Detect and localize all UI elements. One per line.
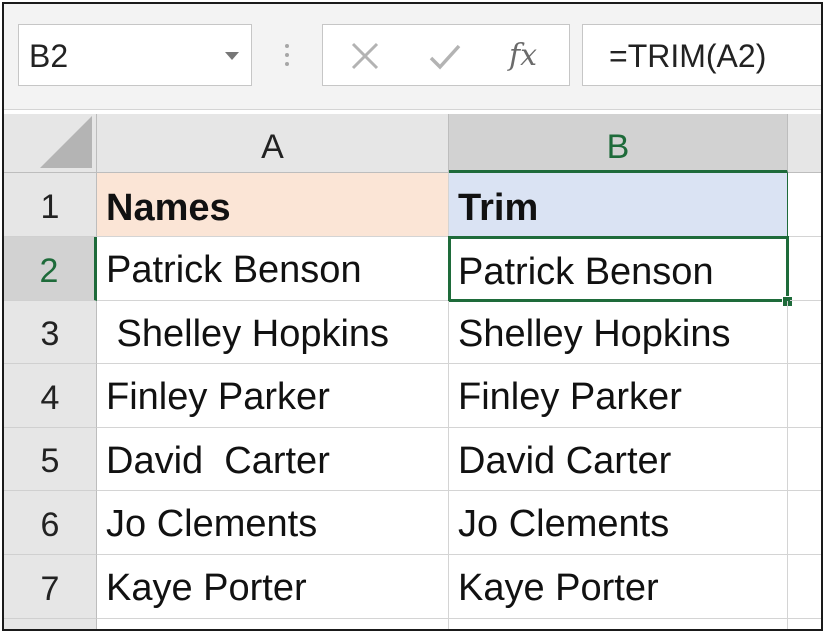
chevron-down-icon[interactable] — [225, 52, 239, 60]
name-box-value: B2 — [29, 38, 69, 74]
cell-c3[interactable] — [788, 301, 821, 364]
row-header-3[interactable]: 3 — [4, 301, 97, 364]
column-header-b[interactable]: B — [449, 114, 788, 173]
formula-bar-area: B2 fx =TRIM(A2) — [4, 4, 821, 110]
cancel-icon[interactable] — [343, 34, 387, 78]
drag-handle-icon[interactable] — [285, 44, 289, 70]
cell-b6[interactable]: Jo Clements — [449, 491, 788, 555]
cell-b3[interactable]: Shelley Hopkins — [449, 301, 788, 364]
cell-c5[interactable] — [788, 428, 821, 491]
cell-c2[interactable] — [790, 237, 821, 301]
cell-a3[interactable]: Shelley Hopkins — [97, 301, 449, 364]
row-header-5[interactable]: 5 — [4, 428, 97, 491]
row-header-6[interactable]: 6 — [4, 491, 97, 555]
row-header-7[interactable]: 7 — [4, 555, 97, 619]
row-header-2[interactable]: 2 — [4, 237, 97, 301]
insert-function-icon[interactable]: fx — [509, 38, 538, 73]
cell-a2[interactable]: Patrick Benson — [97, 237, 449, 301]
cell-c6[interactable] — [788, 491, 821, 555]
cell-c7[interactable] — [788, 555, 821, 619]
worksheet-grid: A B 1 Names Trim 2 Patrick Benson Patric… — [4, 114, 821, 629]
row-header-1[interactable]: 1 — [4, 173, 97, 237]
row-header-8[interactable] — [4, 619, 97, 629]
cell-b4[interactable]: Finley Parker — [449, 364, 788, 428]
cell-a8[interactable] — [97, 619, 449, 629]
column-header-c[interactable] — [788, 114, 821, 173]
cell-a7[interactable]: Kaye Porter — [97, 555, 449, 619]
check-icon[interactable] — [423, 34, 467, 78]
cell-c4[interactable] — [788, 364, 821, 428]
cell-a4[interactable]: Finley Parker — [97, 364, 449, 428]
cell-c1[interactable] — [788, 173, 821, 237]
cell-a1[interactable]: Names — [97, 173, 449, 237]
row-header-4[interactable]: 4 — [4, 364, 97, 428]
select-all-icon — [40, 116, 92, 168]
cell-a6[interactable]: Jo Clements — [97, 491, 449, 555]
name-box[interactable]: B2 — [18, 24, 252, 86]
column-header-a[interactable]: A — [97, 114, 449, 173]
cell-b7[interactable]: Kaye Porter — [449, 555, 788, 619]
cell-b2-active[interactable]: Patrick Benson — [448, 236, 789, 302]
cell-b8[interactable] — [449, 619, 788, 629]
cell-a5[interactable]: David Carter — [97, 428, 449, 491]
cell-b5[interactable]: David Carter — [449, 428, 788, 491]
cell-b1[interactable]: Trim — [449, 173, 788, 237]
formula-controls: fx — [322, 24, 570, 86]
formula-text: =TRIM(A2) — [609, 38, 767, 74]
formula-input[interactable]: =TRIM(A2) — [582, 24, 821, 86]
select-all-button[interactable] — [4, 114, 97, 173]
